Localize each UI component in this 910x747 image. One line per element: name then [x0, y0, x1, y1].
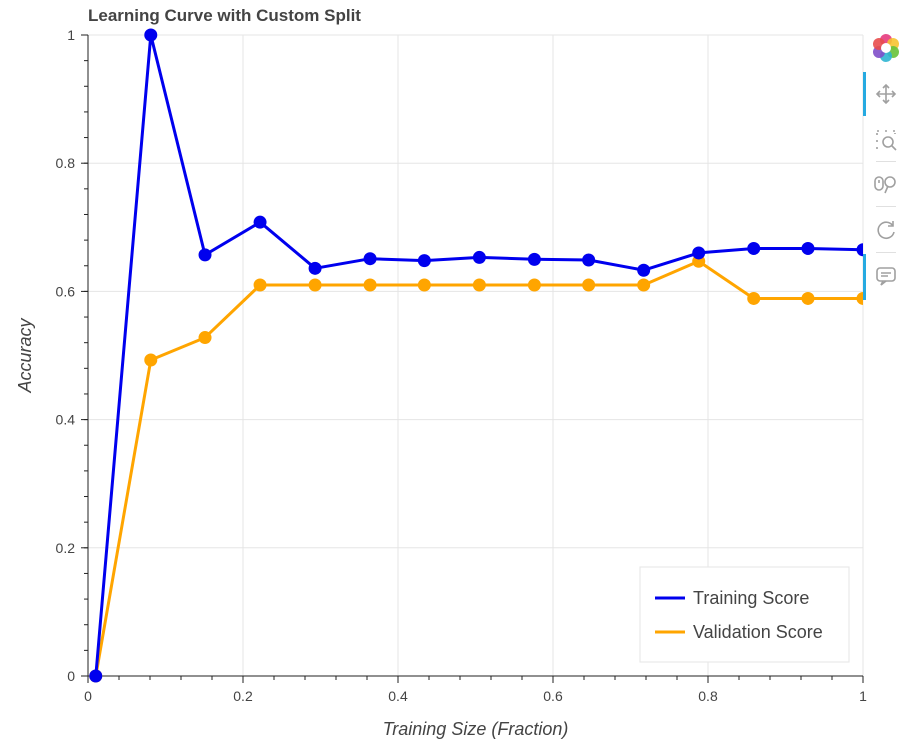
data-point-training	[472, 250, 486, 264]
data-point-training	[198, 248, 212, 262]
data-point-training	[801, 241, 815, 255]
data-point-training	[89, 669, 103, 683]
data-point-training	[856, 243, 863, 257]
data-point-validation	[856, 291, 863, 305]
data-point-training	[692, 246, 706, 260]
data-point-validation	[527, 278, 541, 292]
pan-icon[interactable]	[870, 78, 902, 110]
box-zoom-icon[interactable]	[870, 124, 902, 156]
y-tick-label: 0.8	[56, 155, 76, 171]
x-tick-label: 1	[859, 688, 867, 704]
data-point-training	[253, 215, 267, 229]
hover-icon[interactable]	[870, 260, 902, 292]
data-point-validation	[308, 278, 322, 292]
legend-box	[639, 566, 850, 663]
x-tick-label: 0.4	[388, 688, 408, 704]
x-axis-label: Training Size (Fraction)	[383, 719, 569, 739]
x-tick-label: 0.2	[233, 688, 253, 704]
x-tick-label: 0.8	[698, 688, 718, 704]
reset-icon[interactable]	[870, 214, 902, 246]
data-point-validation	[801, 291, 815, 305]
data-point-training	[363, 252, 377, 266]
data-point-training	[527, 252, 541, 266]
y-tick-label: 0.4	[56, 412, 76, 428]
data-point-training	[747, 241, 761, 255]
data-point-validation	[472, 278, 486, 292]
data-point-validation	[253, 278, 267, 292]
data-point-validation	[417, 278, 431, 292]
data-point-validation	[582, 278, 596, 292]
data-point-training	[637, 263, 651, 277]
x-tick-label: 0.6	[543, 688, 563, 704]
chart-title: Learning Curve with Custom Split	[88, 6, 361, 25]
data-point-training	[582, 253, 596, 267]
data-point-validation	[144, 353, 158, 367]
y-tick-label: 1	[67, 27, 75, 43]
y-tick-label: 0.2	[56, 540, 76, 556]
chart-toolbar	[862, 30, 910, 310]
data-point-training	[144, 28, 158, 42]
x-tick-label: 0	[84, 688, 92, 704]
y-axis-label: Accuracy	[15, 317, 35, 393]
data-point-training	[308, 261, 322, 275]
wheel-zoom-icon[interactable]	[870, 168, 902, 200]
data-point-validation	[747, 291, 761, 305]
data-point-training	[417, 254, 431, 268]
data-point-validation	[637, 278, 651, 292]
data-point-validation	[363, 278, 377, 292]
legend-label: Validation Score	[693, 622, 823, 642]
y-tick-label: 0	[67, 668, 75, 684]
y-tick-label: 0.6	[56, 283, 76, 299]
data-point-validation	[198, 331, 212, 345]
bokeh-logo-icon[interactable]	[870, 32, 902, 64]
legend-label: Training Score	[693, 588, 809, 608]
